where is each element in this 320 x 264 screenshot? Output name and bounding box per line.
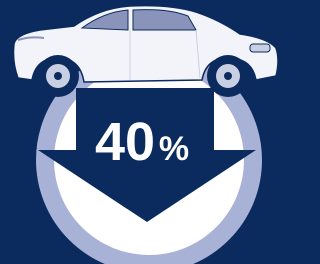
badge-unit: % [159, 130, 189, 168]
page: {"badge": {"number": "40", "unit": "%"}}… [0, 0, 297, 264]
badge-number: 40 [95, 112, 155, 172]
infographic: 40 % [0, 0, 297, 264]
